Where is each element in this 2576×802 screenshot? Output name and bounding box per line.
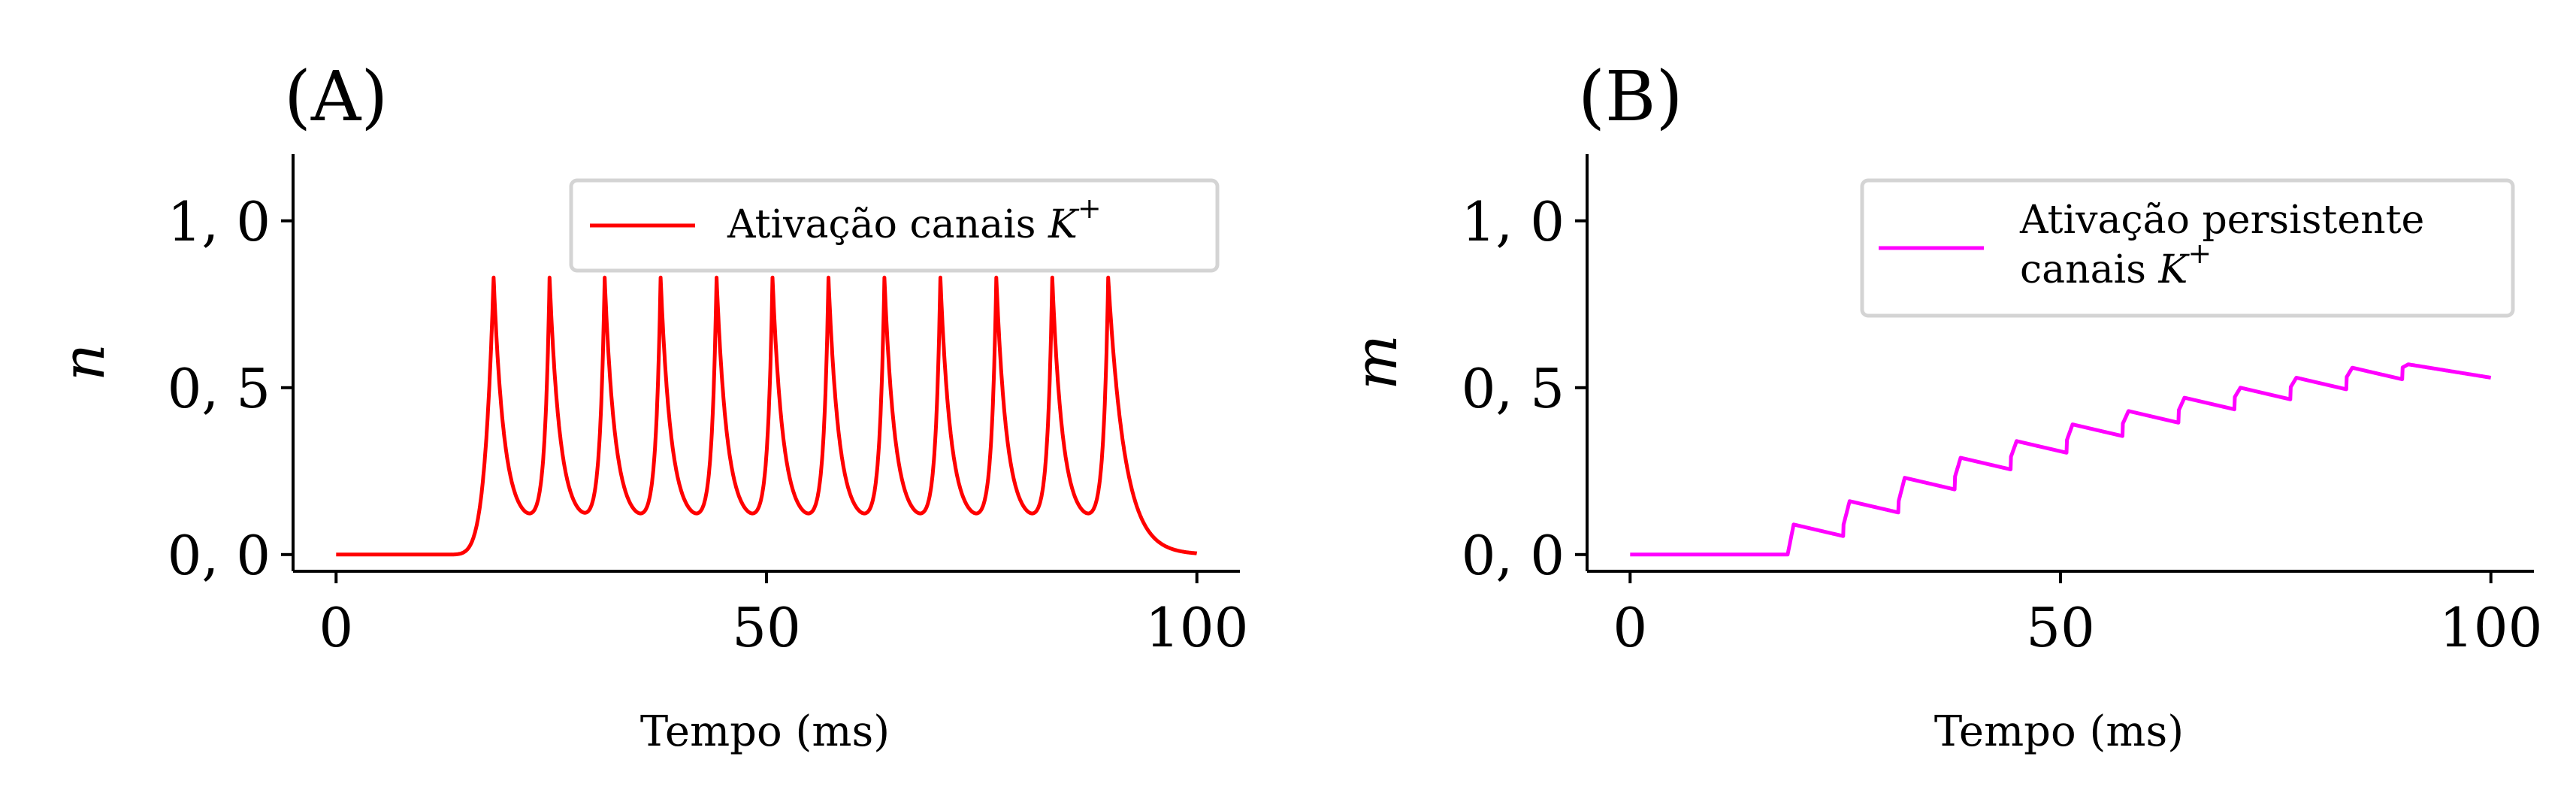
panel-a-legend-entry: Ativação canais K+ <box>727 192 1102 247</box>
panel-b-x-tick-label: 50 <box>2026 596 2095 659</box>
panel-b-label: (B) <box>1578 56 1683 137</box>
panel-b-legend-line2: canais K+ <box>2020 237 2212 292</box>
panel-b-legend-text: canais <box>2020 247 2158 292</box>
panel-a-legend-sup: + <box>1078 192 1102 225</box>
panel-a-x-tick-label: 0 <box>319 596 353 659</box>
panel-b-legend-sup: + <box>2187 237 2212 270</box>
panel-b-ylabel: m <box>1343 334 1410 390</box>
panel-b-xlabel: Tempo (ms) <box>1934 707 2184 756</box>
panel-a: (A) 0 50 100 0, 0 0, 5 1, 0 n Tempo (ms) Ativ… <box>50 56 1248 756</box>
panel-b-series-line <box>1628 362 2493 557</box>
panel-a-series-line <box>334 275 1199 557</box>
panel-b: (B) 0 50 100 0, 0 0, 5 1, 0 m Tempo (ms) Ativ… <box>1343 56 2542 756</box>
panel-a-legend: Ativação canais K+ <box>569 178 1220 273</box>
panel-b-legend-line1: Ativação persistente <box>2019 198 2424 243</box>
panel-a-legend-text: Ativação canais <box>727 202 1048 247</box>
panel-a-x-tick-label: 50 <box>732 596 801 659</box>
panel-b-legend-math: K <box>2157 247 2190 292</box>
panel-a-y-tick-label: 0, 5 <box>168 357 271 420</box>
panel-a-legend-math: K <box>1048 202 1080 247</box>
panel-b-x-tick-label: 100 <box>2439 596 2542 659</box>
panel-a-xlabel: Tempo (ms) <box>640 707 890 756</box>
panel-a-ylabel: n <box>50 343 118 381</box>
panel-a-y-tick-label: 1, 0 <box>168 190 271 253</box>
panel-a-x-tick-label: 100 <box>1145 596 1248 659</box>
panel-b-y-tick-label: 0, 5 <box>1462 357 1565 420</box>
panel-b-legend: Ativação persistente canais K+ <box>1860 178 2515 318</box>
panel-b-legend-box <box>1860 178 2515 318</box>
panel-a-label: (A) <box>284 56 388 137</box>
panel-b-y-tick-label: 1, 0 <box>1462 190 1565 253</box>
panel-b-x-tick-label: 0 <box>1613 596 1647 659</box>
panel-a-plot: 0 50 100 0, 0 0, 5 1, 0 <box>168 154 1248 659</box>
panel-b-y-tick-label: 0, 0 <box>1462 524 1565 587</box>
panel-a-y-tick-label: 0, 0 <box>168 524 271 587</box>
panel-b-plot: 0 50 100 0, 0 0, 5 1, 0 <box>1462 154 2542 659</box>
panel-a-legend-box <box>569 178 1220 273</box>
